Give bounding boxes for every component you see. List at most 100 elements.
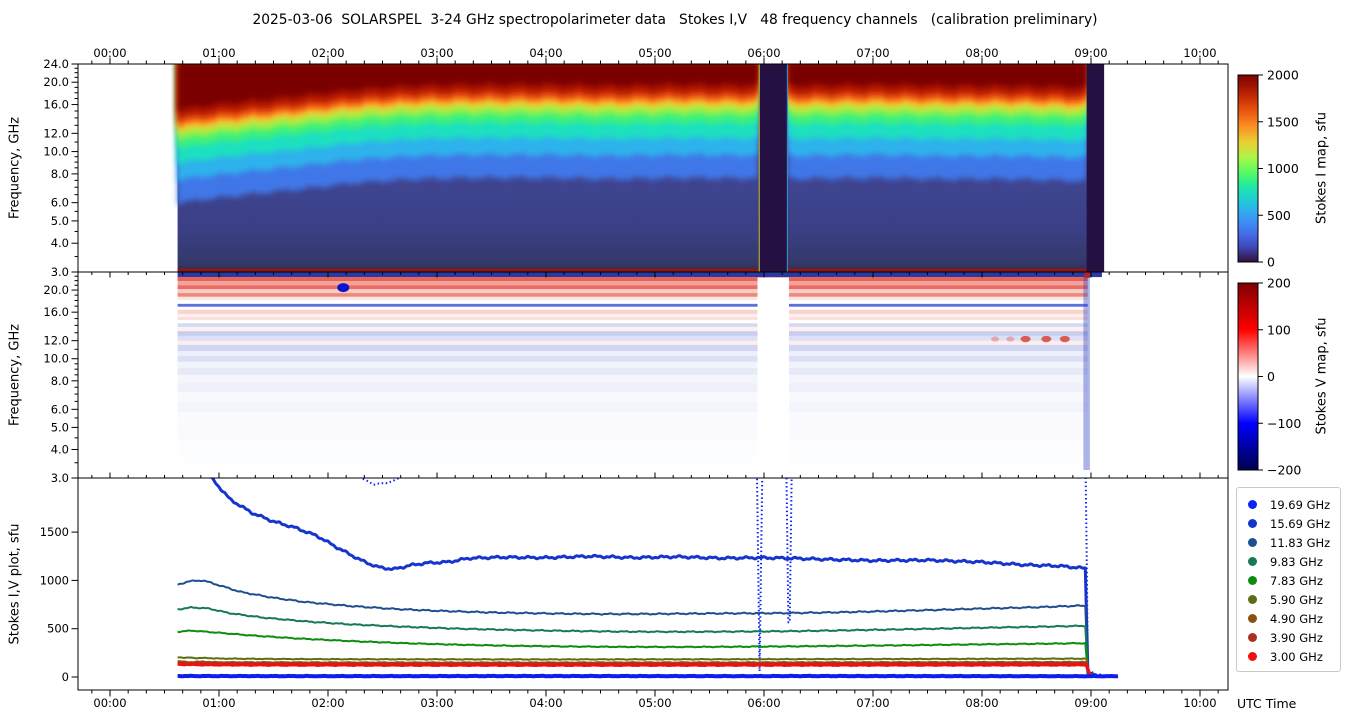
svg-text:07:00: 07:00 xyxy=(856,46,889,60)
series-4.90 xyxy=(177,660,1098,678)
svg-text:09:00: 09:00 xyxy=(1074,696,1107,710)
svg-text:03:00: 03:00 xyxy=(420,696,453,710)
colorbar-stokes-v xyxy=(1237,282,1259,471)
svg-text:0: 0 xyxy=(1267,255,1275,270)
svg-text:2000: 2000 xyxy=(1267,68,1299,83)
bottom-red-stripe xyxy=(787,268,1087,272)
legend-marker-icon xyxy=(1248,614,1257,623)
legend-label: 9.83 GHz xyxy=(1270,554,1323,569)
svg-text:8.0: 8.0 xyxy=(51,167,69,181)
svg-text:10.0: 10.0 xyxy=(43,145,69,159)
svg-text:4.0: 4.0 xyxy=(51,443,69,457)
legend-marker-icon xyxy=(1248,538,1257,547)
svg-text:3.0: 3.0 xyxy=(51,471,69,485)
svg-text:5.0: 5.0 xyxy=(51,420,69,434)
svg-text:00:00: 00:00 xyxy=(93,46,126,60)
legend-label: 15.69 GHz xyxy=(1270,516,1331,531)
series-0 xyxy=(176,673,1119,679)
svg-text:100: 100 xyxy=(1267,322,1291,337)
legend-label: 7.83 GHz xyxy=(1270,573,1323,588)
svg-text:8.0: 8.0 xyxy=(51,374,69,388)
svg-text:06:00: 06:00 xyxy=(747,696,780,710)
figure-title: 2025-03-06 SOLARSPEL 3-24 GHz spectropol… xyxy=(252,12,1098,28)
svg-text:07:00: 07:00 xyxy=(856,696,889,710)
svg-text:6.0: 6.0 xyxy=(51,402,69,416)
legend-marker-icon xyxy=(1248,500,1257,509)
legend-marker-icon xyxy=(1248,633,1257,642)
calibration-gap-white xyxy=(757,277,789,478)
svg-text:09:00: 09:00 xyxy=(1074,46,1107,60)
svg-text:10:00: 10:00 xyxy=(1183,46,1216,60)
legend-label: 3.00 GHz xyxy=(1270,649,1323,664)
svg-text:06:00: 06:00 xyxy=(747,46,780,60)
svg-text:05:00: 05:00 xyxy=(638,46,671,60)
svg-text:03:00: 03:00 xyxy=(420,46,453,60)
svg-text:01:00: 01:00 xyxy=(202,696,235,710)
svg-text:08:00: 08:00 xyxy=(965,696,998,710)
svg-text:200: 200 xyxy=(1267,276,1291,291)
positive-v-blob xyxy=(1020,335,1031,343)
calibration-gap-band xyxy=(758,64,788,272)
svg-text:0: 0 xyxy=(62,670,69,684)
stokes-iv-line-plot xyxy=(176,478,1119,679)
utc-time-label: UTC Time xyxy=(1237,696,1297,711)
svg-text:3.0: 3.0 xyxy=(51,265,69,279)
svg-text:12.0: 12.0 xyxy=(43,126,69,140)
legend-item: 11.83 GHz xyxy=(1248,533,1340,552)
series-15.69 xyxy=(210,478,1097,677)
legend-item: 3.90 GHz xyxy=(1248,628,1340,647)
legend-item: 15.69 GHz xyxy=(1248,514,1340,533)
legend-label: 11.83 GHz xyxy=(1270,535,1331,550)
svg-text:04:00: 04:00 xyxy=(529,696,562,710)
svg-text:1500: 1500 xyxy=(1267,114,1299,129)
stokes-v-map xyxy=(177,272,1102,478)
legend-box: 19.69 GHz 15.69 GHz 11.83 GHz 9.83 GHz 7.83 … xyxy=(1236,487,1341,672)
bottom-red-stripe xyxy=(177,268,759,272)
legend-item: 9.83 GHz xyxy=(1248,552,1340,571)
legend-item: 5.90 GHz xyxy=(1248,590,1340,609)
panel-3-border xyxy=(77,477,1229,691)
svg-text:0: 0 xyxy=(1267,369,1275,384)
legend-marker-icon xyxy=(1248,652,1257,661)
svg-text:1000: 1000 xyxy=(40,573,69,587)
legend-label: 4.90 GHz xyxy=(1270,611,1323,626)
positive-v-blob xyxy=(1059,335,1070,343)
svg-text:12.0: 12.0 xyxy=(43,334,69,348)
svg-text:1500: 1500 xyxy=(40,525,69,539)
svg-text:4.0: 4.0 xyxy=(51,236,69,250)
svg-text:05:00: 05:00 xyxy=(638,696,671,710)
svg-text:01:00: 01:00 xyxy=(202,46,235,60)
svg-text:02:00: 02:00 xyxy=(311,696,344,710)
svg-text:500: 500 xyxy=(1267,208,1291,223)
legend-item: 3.00 GHz xyxy=(1248,647,1340,666)
svg-text:5.0: 5.0 xyxy=(51,214,69,228)
legend-label: 19.69 GHz xyxy=(1270,497,1331,512)
svg-text:02:00: 02:00 xyxy=(311,46,344,60)
series-11.83 xyxy=(177,579,1097,676)
series-7.83 xyxy=(177,629,1097,678)
colorbar-stokes-i xyxy=(1237,74,1259,263)
legend-marker-icon xyxy=(1248,576,1257,585)
svg-text:−200: −200 xyxy=(1267,463,1301,478)
negative-v-spot xyxy=(337,283,350,293)
svg-text:20.0: 20.0 xyxy=(43,283,69,297)
svg-text:1000: 1000 xyxy=(1267,161,1299,176)
legend-item: 19.69 GHz xyxy=(1248,495,1340,514)
svg-text:00:00: 00:00 xyxy=(93,696,126,710)
svg-text:10.0: 10.0 xyxy=(43,352,69,366)
svg-text:24.0: 24.0 xyxy=(43,57,69,71)
legend-item: 7.83 GHz xyxy=(1248,571,1340,590)
legend-item: 4.90 GHz xyxy=(1248,609,1340,628)
svg-text:16.0: 16.0 xyxy=(43,305,69,319)
svg-text:6.0: 6.0 xyxy=(51,196,69,210)
end-dark-band xyxy=(1086,64,1105,272)
legend-marker-icon xyxy=(1248,595,1257,604)
svg-text:20.0: 20.0 xyxy=(43,75,69,89)
svg-text:10:00: 10:00 xyxy=(1183,696,1216,710)
end-blue-streak xyxy=(1083,277,1090,470)
legend-marker-icon xyxy=(1248,557,1257,566)
svg-text:04:00: 04:00 xyxy=(529,46,562,60)
series-3.00 xyxy=(177,662,1098,679)
series-5.90 xyxy=(177,656,1098,678)
